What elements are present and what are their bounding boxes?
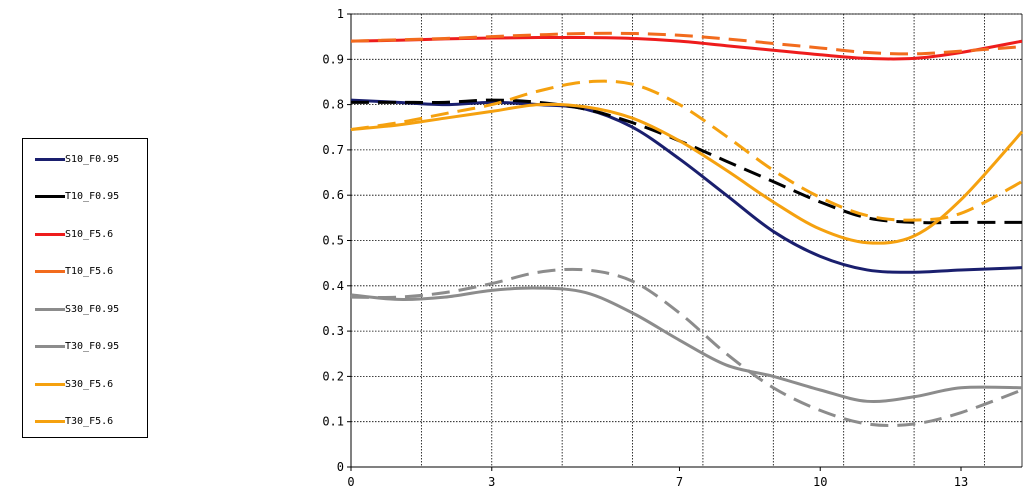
series-line-s10-f5-6 <box>350 35 1023 61</box>
chart-axes <box>347 13 1023 471</box>
legend-item: T10_F0.95 <box>35 189 119 205</box>
legend-label: T30_F0.95 <box>65 341 120 352</box>
series-line-s30-f5-6 <box>350 102 1024 245</box>
legend-item: T30_F5.6 <box>35 414 113 430</box>
series-line-s30-f0-95 <box>350 286 1023 404</box>
series-line-s10-f0-95 <box>350 98 1023 274</box>
legend-item: S30_F5.6 <box>35 376 113 392</box>
y-tick-label: 0 <box>337 460 344 474</box>
y-tick-label: 0.2 <box>322 369 344 383</box>
legend-label: S30_F0.95 <box>65 303 120 315</box>
legend-swatch <box>35 382 65 386</box>
x-tick-label: 0 <box>347 475 354 489</box>
legend-item: T10_F5.6 <box>35 264 113 280</box>
y-tick-label: 0.5 <box>322 234 344 248</box>
legend-item: T30_F0.95 <box>35 339 119 355</box>
x-tick-label: 13 <box>954 475 968 489</box>
chart-series <box>350 31 1024 428</box>
legend-item: S10_F5.6 <box>35 226 113 242</box>
series-line-t30-f0-95 <box>350 267 1023 428</box>
legend-swatch <box>35 307 65 311</box>
y-tick-label: 0.9 <box>322 52 344 66</box>
y-tick-label: 0.4 <box>322 279 344 293</box>
series-line-t30-f5-6 <box>350 79 1023 222</box>
legend-label: T30_F5.6 <box>65 416 114 427</box>
legend-swatch <box>35 157 65 161</box>
legend-label: S10_F5.6 <box>65 228 114 240</box>
x-tick-label: 7 <box>676 475 683 489</box>
legend-swatch <box>35 195 65 198</box>
chart-legend: S10_F0.95 T10_F0.95 S10_F5.6 T10_F5.6 S30_F0… <box>22 138 148 438</box>
legend-label: T10_F5.6 <box>65 266 114 277</box>
chart-tick-labels: 00.10.20.30.40.50.60.70.80.910 3 7 10 13 <box>322 7 968 489</box>
x-tick-label: 10 <box>813 475 827 489</box>
legend-swatch <box>35 345 65 348</box>
y-tick-label: 0.7 <box>322 143 344 157</box>
x-tick-label: 3 <box>488 475 495 489</box>
chart-grid <box>351 13 1022 467</box>
legend-swatch <box>35 232 65 236</box>
legend-swatch <box>35 420 65 423</box>
y-tick-label: 0.3 <box>322 324 344 338</box>
legend-item: S10_F0.95 <box>35 151 119 167</box>
y-tick-label: 1 <box>337 7 344 21</box>
y-tick-label: 0.6 <box>322 188 344 202</box>
legend-swatch <box>35 270 65 273</box>
legend-label: S30_F5.6 <box>65 378 114 390</box>
legend-item: S30_F0.95 <box>35 301 119 317</box>
legend-label: T10_F0.95 <box>65 191 120 202</box>
y-tick-label: 0.8 <box>322 98 344 112</box>
series-line-t10-f5-6 <box>350 31 1023 56</box>
legend-label: S10_F0.95 <box>65 153 120 165</box>
y-tick-label: 0.1 <box>322 415 344 429</box>
